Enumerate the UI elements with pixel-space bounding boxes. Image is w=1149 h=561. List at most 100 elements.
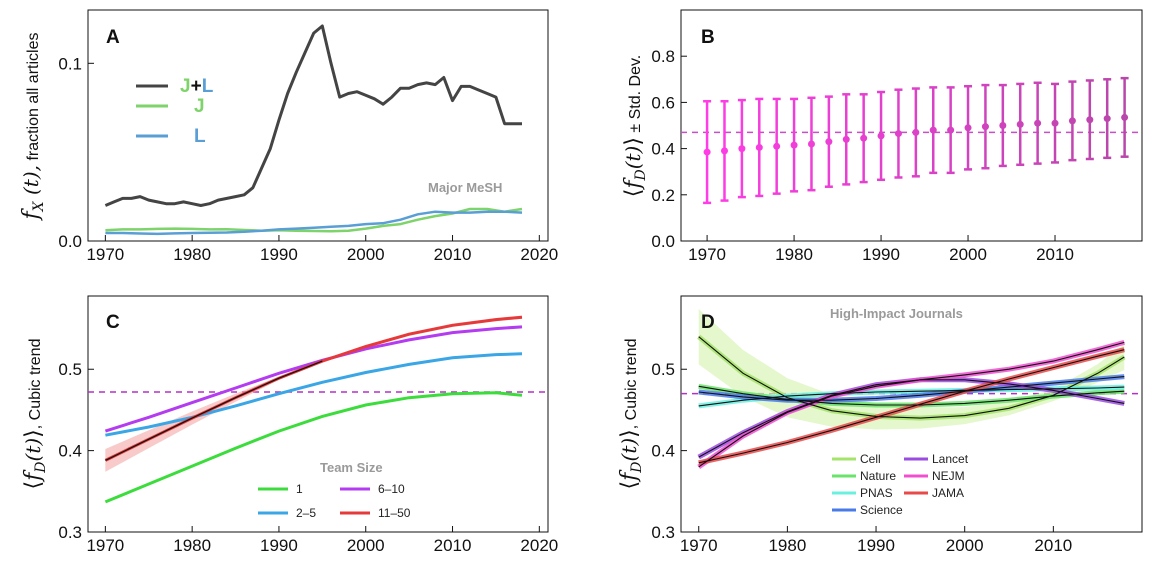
x-tick-label: 1990 [260, 536, 298, 555]
confidence-band [698, 309, 1125, 430]
y-axis-label: fX (t), fraction all articles [19, 33, 47, 222]
y-label-text: , Cubic trend [623, 339, 640, 430]
legend-label: Science [860, 503, 903, 517]
legend-label: J+L [180, 76, 214, 97]
legend-label: JAMA [932, 486, 964, 500]
legend-title: Team Size [320, 460, 383, 475]
plot-frame [87, 9, 549, 242]
mean-point [1068, 117, 1076, 125]
mean-point [964, 124, 972, 132]
fit-line [698, 336, 1125, 419]
y-label-text: ± Std. Dev. [627, 55, 644, 137]
mean-point [1034, 119, 1042, 127]
angle-open: ⟨ [621, 189, 646, 198]
legend-label: 2–5 [296, 506, 316, 520]
math-sub: D [33, 461, 49, 473]
angle-close: ⟩ [621, 137, 646, 146]
mean-point [1086, 116, 1094, 124]
y-tick-label: 0.4 [58, 442, 82, 461]
mean-point [807, 140, 815, 148]
legend-label: Nature [860, 469, 896, 483]
y-label-arg: (t), [19, 165, 43, 201]
y-tick-label: 0.6 [651, 93, 675, 112]
legend-label: 11–50 [378, 506, 411, 520]
mean-point [929, 126, 937, 134]
legend-l: L [202, 76, 214, 97]
panel-c: 1970 1980 1990 2000 2010 2020 0.3 0.4 0.5 C Team S… [21, 295, 558, 555]
y-tick-label: 0.4 [651, 442, 675, 461]
y-tick-label: 0.3 [651, 523, 675, 542]
x-tick-label: 2000 [946, 536, 984, 555]
x-tick-label: 1990 [260, 245, 298, 264]
math-sub: D [633, 169, 649, 181]
y-tick-label: 0.2 [651, 186, 675, 205]
series-line-jplusl [104, 24, 522, 207]
math-arg: (t) [621, 146, 645, 170]
fit-line [698, 349, 1125, 464]
x-tick-label: 1980 [173, 536, 211, 555]
mean-point [703, 148, 711, 156]
panel-b: 1970 1980 1990 2000 2010 0.0 0.2 0.4 0.6 0.8 B ⟨fD(… [621, 9, 1143, 264]
mean-point [1103, 115, 1111, 123]
legend-label: Lancet [932, 452, 969, 466]
chart-title: High-Impact Journals [830, 306, 963, 321]
y-tick-label: 0.8 [651, 47, 675, 66]
math-arg: (t) [617, 438, 641, 462]
x-tick-label: 1980 [775, 245, 813, 264]
series-line-l [105, 210, 523, 236]
y-axis-label: ⟨fD(t)⟩, Cubic trend [617, 339, 645, 490]
angle-open: ⟨ [617, 481, 642, 490]
plot-frame [680, 9, 1143, 242]
y-label-text: fraction all articles [25, 33, 42, 166]
legend-j: J [194, 96, 205, 117]
y-tick-label: 0.5 [58, 360, 82, 379]
fit-line [698, 376, 1125, 401]
x-tick-label: 2010 [1036, 245, 1074, 264]
angle-close: ⟩ [21, 429, 46, 438]
math-arg: (t) [21, 438, 45, 462]
x-tick-label: 2000 [347, 536, 385, 555]
mean-point [999, 122, 1007, 129]
fit-line [698, 386, 1125, 407]
panel-letter: C [106, 312, 120, 333]
mean-point [825, 138, 833, 146]
x-tick-label: 2010 [1034, 536, 1072, 555]
fit-line [698, 341, 1125, 468]
mean-point [738, 145, 746, 153]
legend-label: PNAS [860, 486, 893, 500]
mean-point [842, 135, 850, 143]
x-tick-label: 2000 [949, 245, 987, 264]
angle-close: ⟩ [617, 429, 642, 438]
legend-label: 6–10 [378, 482, 405, 496]
series-line-1 [104, 391, 523, 504]
mean-point [720, 147, 728, 155]
panel-a: 1970 1980 1990 2000 2010 2020 0.0 0.1 A Major MeS… [19, 9, 558, 264]
y-tick-label: 0.3 [58, 523, 82, 542]
mean-point [981, 123, 989, 131]
mean-point [894, 130, 902, 138]
x-tick-label: 2010 [434, 536, 472, 555]
mean-point [912, 128, 920, 136]
panel-d: 1970 1980 1990 2000 2010 0.3 0.4 0.5 D High-Impac… [617, 295, 1143, 555]
x-tick-label: 1990 [862, 245, 900, 264]
legend-label: Cell [860, 452, 881, 466]
plot-frame [680, 295, 1143, 533]
plot-frame [87, 295, 549, 533]
y-tick-label: 0.0 [58, 232, 82, 251]
x-tick-label: 2010 [434, 245, 472, 264]
x-tick-label: 2020 [520, 245, 558, 264]
mean-point [877, 132, 885, 140]
mean-point [755, 143, 763, 151]
x-tick-label: 1970 [86, 245, 124, 264]
panel-letter: D [701, 312, 715, 333]
mean-point [1016, 120, 1024, 128]
legend-label: NEJM [932, 469, 965, 483]
legend-j: J [180, 76, 191, 97]
mean-point [1121, 113, 1129, 121]
y-axis-label: ⟨fD(t)⟩ ± Std. Dev. [621, 55, 649, 198]
math-sub: D [629, 461, 645, 473]
y-tick-label: 0.5 [651, 360, 675, 379]
fit-line [105, 360, 323, 461]
panel-letter: B [701, 27, 715, 48]
